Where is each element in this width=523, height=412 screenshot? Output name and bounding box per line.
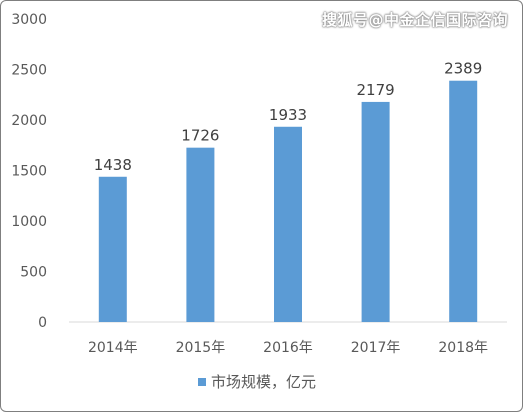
- x-tick-label: 2014年: [88, 340, 138, 356]
- y-tick-label: 500: [20, 265, 47, 281]
- data-label: 1933: [269, 106, 307, 124]
- x-tick-label: 2018年: [438, 340, 488, 356]
- watermark-text: 搜狐号@中金企信国际咨询: [321, 11, 508, 29]
- bar: [449, 80, 478, 322]
- bar: [274, 126, 302, 322]
- data-label: 1726: [181, 127, 219, 145]
- y-tick-label: 1500: [11, 164, 47, 180]
- x-axis-ticks: 2014年 2015年 2016年 2017年 2018年: [88, 340, 488, 356]
- bar-series: 1438 1726 1933 2179 2389: [94, 60, 482, 323]
- y-tick-label: 3000: [11, 12, 47, 28]
- y-tick-label: 2500: [11, 63, 47, 79]
- bar: [361, 101, 390, 323]
- x-tick-label: 2016年: [263, 340, 313, 356]
- data-label: 2389: [444, 60, 482, 78]
- y-tick-label: 2000: [11, 113, 47, 129]
- x-tick-label: 2017年: [351, 340, 401, 356]
- x-tick-label: 2015年: [176, 340, 226, 356]
- y-tick-label: 0: [38, 315, 47, 331]
- legend-label: 市场规模，亿元: [211, 373, 316, 391]
- y-axis-ticks: 0 500 1000 1500 2000 2500 3000: [11, 12, 47, 331]
- legend-swatch: [198, 378, 206, 386]
- data-label: 1438: [94, 156, 132, 174]
- bar: [186, 147, 215, 322]
- bar: [98, 176, 127, 322]
- y-tick-label: 1000: [11, 214, 47, 230]
- legend: 市场规模，亿元: [198, 373, 316, 391]
- data-label: 2179: [357, 81, 395, 99]
